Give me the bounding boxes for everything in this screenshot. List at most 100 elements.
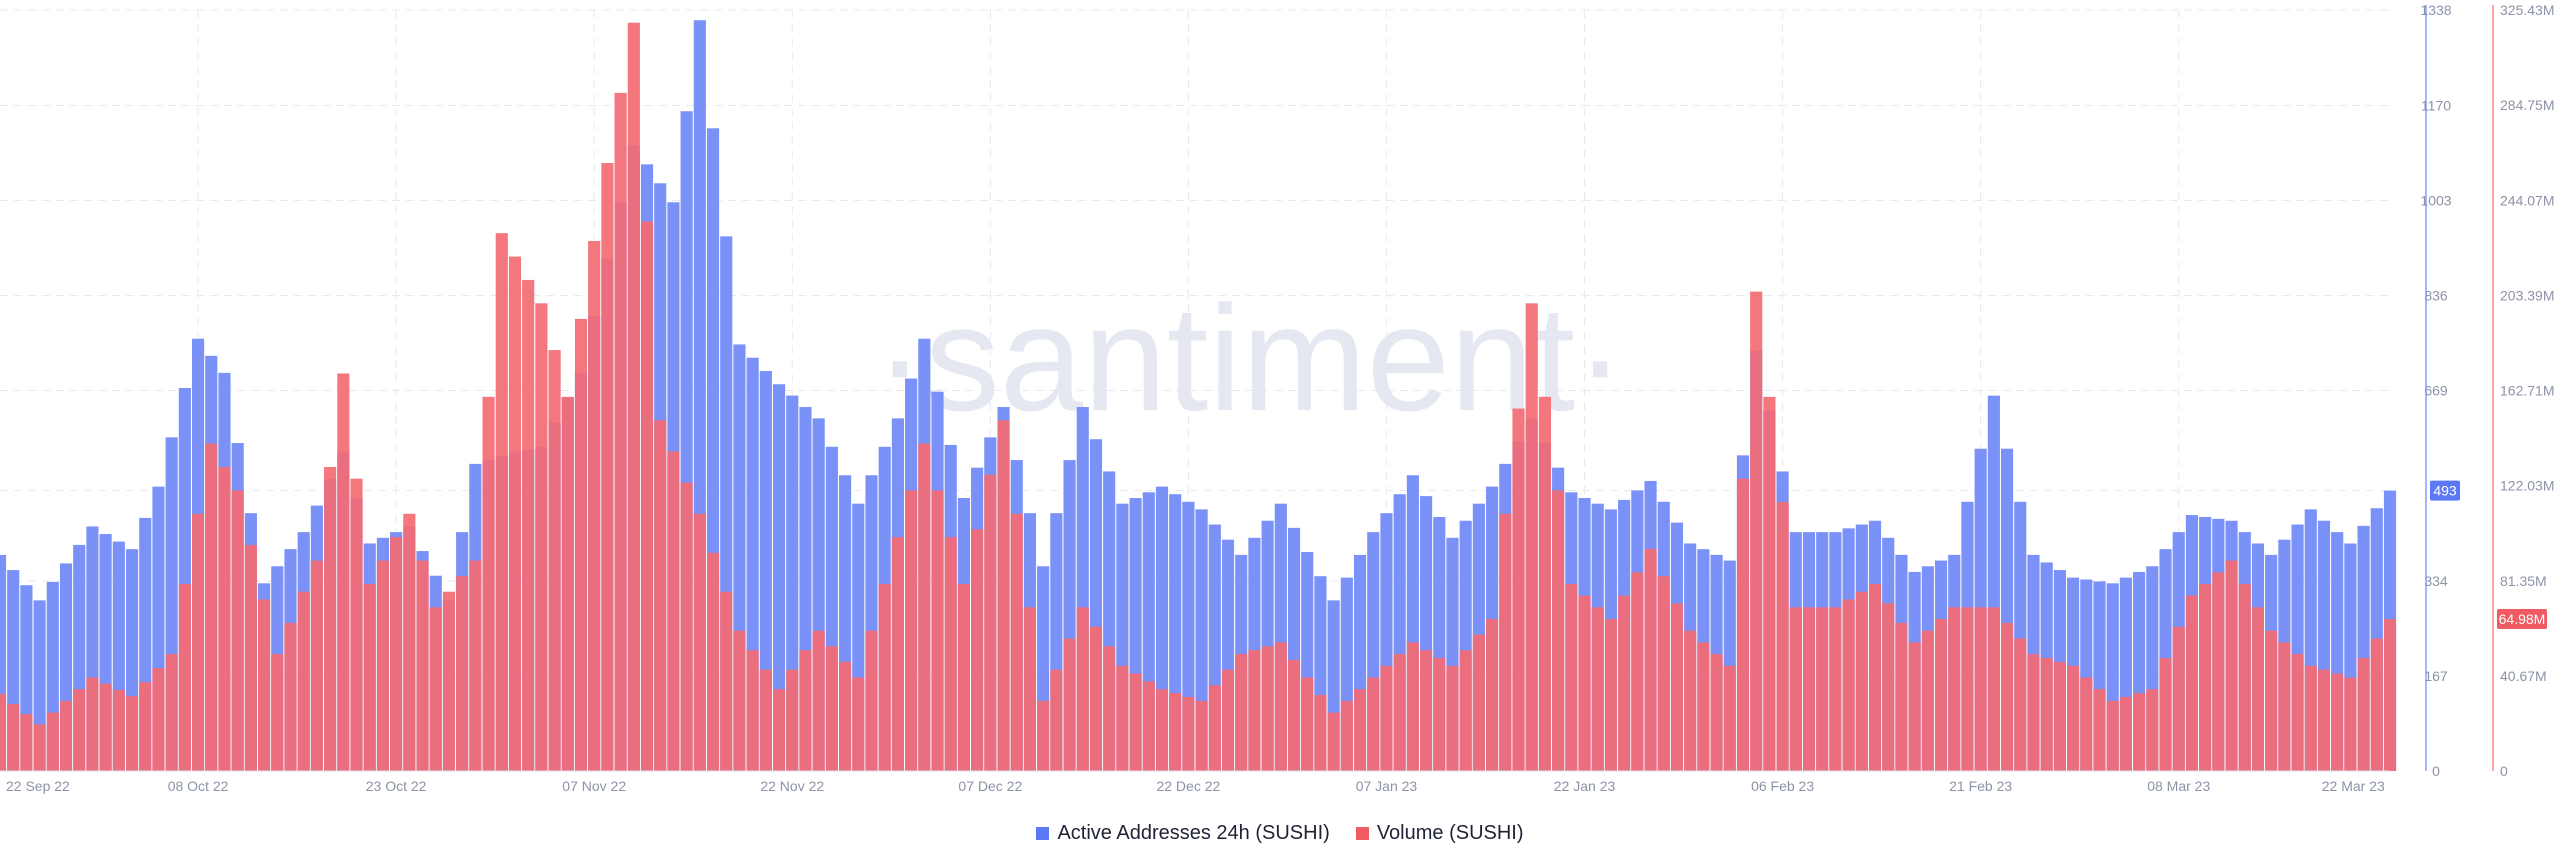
badge-active-addresses bbox=[2430, 480, 2460, 501]
bar-volume bbox=[1089, 626, 1103, 771]
bar-volume bbox=[574, 318, 588, 771]
legend-item-volume[interactable]: Volume (SUSHI) bbox=[1355, 821, 1524, 845]
y-tick-label-volume: 40.67M bbox=[2500, 668, 2547, 684]
bar-volume bbox=[1116, 665, 1129, 771]
bar-volume bbox=[535, 303, 548, 771]
chart-canvas: ·santiment· 0167334669836100311701338040… bbox=[0, 2, 2554, 794]
bar-volume bbox=[1684, 630, 1697, 771]
chart-legend: Active Addresses 24h (SUSHI) Volume (SUS… bbox=[0, 818, 2560, 848]
bar-volume bbox=[1538, 396, 1551, 771]
bar-volume bbox=[2344, 677, 2357, 771]
bar-volume bbox=[1169, 693, 1182, 771]
bar-volume bbox=[73, 689, 86, 771]
bar-volume bbox=[258, 599, 271, 771]
x-tick-label: 22 Mar 23 bbox=[2322, 778, 2385, 794]
bar-volume bbox=[1380, 665, 1393, 771]
bar-volume bbox=[1459, 650, 1472, 771]
bar-volume bbox=[706, 552, 720, 771]
bar-volume bbox=[693, 513, 706, 771]
bar-volume bbox=[1578, 595, 1591, 771]
x-tick-label: 21 Feb 23 bbox=[1949, 778, 2012, 794]
bar-volume bbox=[1604, 619, 1618, 771]
bar-volume bbox=[2106, 700, 2119, 771]
bar-volume bbox=[627, 22, 640, 771]
bar-volume bbox=[1750, 291, 1763, 771]
bar-volume bbox=[1472, 634, 1485, 771]
y-tick-label-active-addresses: 167 bbox=[2424, 668, 2448, 684]
bar-volume bbox=[2331, 673, 2344, 771]
bar-volume bbox=[2080, 677, 2093, 771]
bar-volume bbox=[825, 646, 838, 771]
bar-volume bbox=[1142, 681, 1155, 771]
y-tick-label-volume: 162.71M bbox=[2500, 383, 2554, 399]
x-tick-label: 07 Dec 22 bbox=[958, 778, 1022, 794]
bar-volume bbox=[1855, 591, 1868, 771]
bar-volume bbox=[2291, 654, 2304, 771]
bar-volume bbox=[522, 279, 535, 771]
bar-volume bbox=[878, 583, 891, 771]
badge-volume-value: 64.98M bbox=[2499, 611, 2546, 627]
bar-volume bbox=[2000, 622, 2014, 771]
y-tick-label-volume: 284.75M bbox=[2500, 97, 2554, 113]
bar-volume bbox=[1802, 607, 1816, 771]
bar-volume bbox=[2159, 657, 2172, 771]
chart-axes: 0 167 334 669 836 1003 1170 1338 0 40.67M 81.35M 12… bbox=[0, 2, 2554, 794]
bar-volume bbox=[1842, 599, 1855, 771]
bar-volume bbox=[971, 529, 984, 771]
bar-volume bbox=[2225, 560, 2238, 771]
bar-active-addresses bbox=[0, 554, 7, 771]
bar-volume bbox=[720, 591, 733, 771]
bar-volume bbox=[759, 669, 772, 771]
bar-volume bbox=[1182, 696, 1195, 771]
bar-volume bbox=[99, 683, 112, 771]
bar-volume bbox=[2317, 669, 2331, 771]
bar-volume bbox=[1776, 502, 1789, 771]
bar-volume bbox=[125, 696, 139, 771]
y-tick-label-active-addresses: 1338 bbox=[2420, 2, 2451, 18]
bar-volume bbox=[1287, 659, 1301, 771]
y-tick-label-active-addresses: 334 bbox=[2424, 573, 2448, 589]
badge-active-addresses-value: 493 bbox=[2433, 483, 2457, 499]
legend-swatch-volume bbox=[1355, 826, 1369, 840]
bar-volume bbox=[1446, 665, 1459, 771]
bar-volume bbox=[20, 714, 33, 771]
bar-volume bbox=[1736, 478, 1750, 771]
legend-label-volume: Volume (SUSHI) bbox=[1376, 821, 1524, 844]
bar-volume bbox=[1327, 712, 1340, 771]
bar-volume bbox=[1050, 669, 1063, 771]
bar-volume bbox=[337, 373, 350, 771]
bar-volume bbox=[2357, 657, 2370, 771]
bar-volume bbox=[469, 560, 482, 771]
bar-volume bbox=[2093, 689, 2106, 771]
bar-volume bbox=[601, 163, 614, 772]
bar-volume bbox=[1670, 603, 1684, 771]
bar-volume bbox=[1353, 689, 1367, 771]
bar-volume bbox=[1195, 700, 1208, 771]
bar-volume bbox=[1129, 673, 1142, 771]
bar-volume bbox=[548, 350, 561, 771]
bar-volume bbox=[2199, 583, 2212, 771]
bar-volume bbox=[2067, 665, 2080, 771]
bar-volume bbox=[2278, 642, 2291, 771]
bar-volume bbox=[324, 467, 337, 771]
y-tick-label-volume: 244.07M bbox=[2500, 192, 2554, 208]
bar-volume bbox=[667, 451, 680, 771]
bar-volume bbox=[1221, 669, 1235, 771]
bar-volume bbox=[997, 420, 1010, 771]
bar-volume bbox=[1393, 654, 1406, 771]
x-tick-label: 08 Mar 23 bbox=[2147, 778, 2210, 794]
y-tick-label-volume: 122.03M bbox=[2500, 478, 2554, 494]
legend-item-active-addresses[interactable]: Active Addresses 24h (SUSHI) bbox=[1036, 822, 1330, 845]
bar-volume bbox=[46, 712, 59, 771]
x-tick-label: 22 Dec 22 bbox=[1156, 778, 1220, 794]
bar-volume bbox=[931, 490, 944, 771]
y-tick-label-active-addresses: 1170 bbox=[2421, 98, 2451, 114]
x-tick-label: 07 Jan 23 bbox=[1356, 778, 1418, 794]
x-tick-label: 22 Jan 23 bbox=[1554, 778, 1616, 794]
bar-volume bbox=[205, 443, 218, 771]
volume-series bbox=[0, 22, 2397, 772]
bar-volume bbox=[1697, 642, 1710, 771]
bar-volume bbox=[1486, 619, 1499, 771]
bar-volume bbox=[2304, 665, 2317, 771]
y-tick-label-active-addresses: 669 bbox=[2424, 383, 2448, 399]
